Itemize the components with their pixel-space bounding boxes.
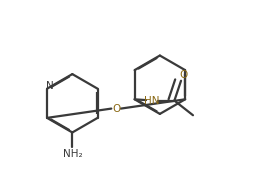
- Text: HN: HN: [144, 96, 160, 106]
- Text: N: N: [46, 80, 54, 90]
- Text: NH₂: NH₂: [63, 149, 82, 159]
- Text: O: O: [180, 70, 188, 80]
- Text: O: O: [112, 104, 120, 114]
